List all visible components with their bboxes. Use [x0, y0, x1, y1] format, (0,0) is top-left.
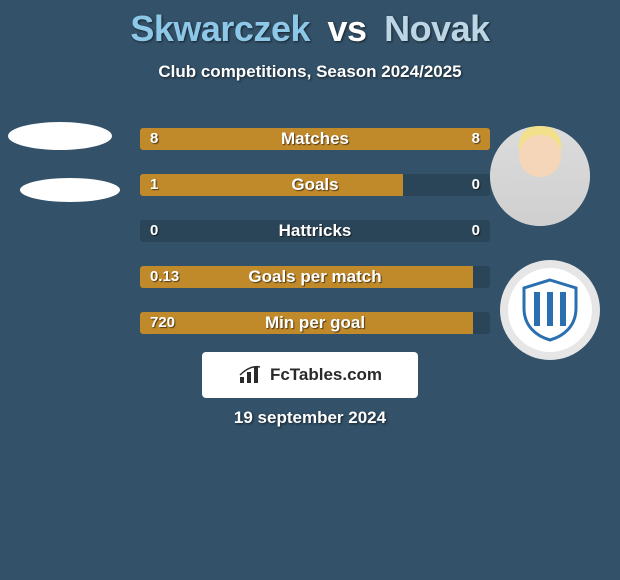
- branding-text: FcTables.com: [270, 365, 382, 385]
- club-crest-icon: [520, 278, 580, 342]
- stat-label: Goals: [140, 174, 490, 196]
- stat-row: 88Matches: [140, 128, 490, 150]
- comparison-card: Skwarczek vs Novak Club competitions, Se…: [0, 0, 620, 580]
- title: Skwarczek vs Novak: [0, 8, 620, 50]
- stat-row: 0.13Goals per match: [140, 266, 490, 288]
- stats-rows: 88Matches 10Goals 00Hattricks 0.13Goals per…: [140, 128, 490, 358]
- stat-row: 10Goals: [140, 174, 490, 196]
- player-a-photo-placeholder-1: [8, 122, 112, 150]
- stat-label: Matches: [140, 128, 490, 150]
- stat-label: Min per goal: [140, 312, 490, 334]
- branding-badge: FcTables.com: [202, 352, 418, 398]
- stat-row: 00Hattricks: [140, 220, 490, 242]
- player-a-club-placeholder: [20, 178, 120, 202]
- generated-date: 19 september 2024: [0, 408, 620, 428]
- bar-chart-icon: [238, 365, 264, 385]
- player-b-photo: [490, 126, 590, 226]
- title-player-a: Skwarczek: [130, 8, 310, 49]
- stat-label: Hattricks: [140, 220, 490, 242]
- title-player-b: Novak: [384, 8, 490, 49]
- stat-label: Goals per match: [140, 266, 490, 288]
- title-vs: vs: [328, 8, 367, 49]
- player-photo-icon: [490, 126, 590, 226]
- stat-row: 720Min per goal: [140, 312, 490, 334]
- subtitle: Club competitions, Season 2024/2025: [0, 62, 620, 82]
- player-b-club-crest: [500, 260, 600, 360]
